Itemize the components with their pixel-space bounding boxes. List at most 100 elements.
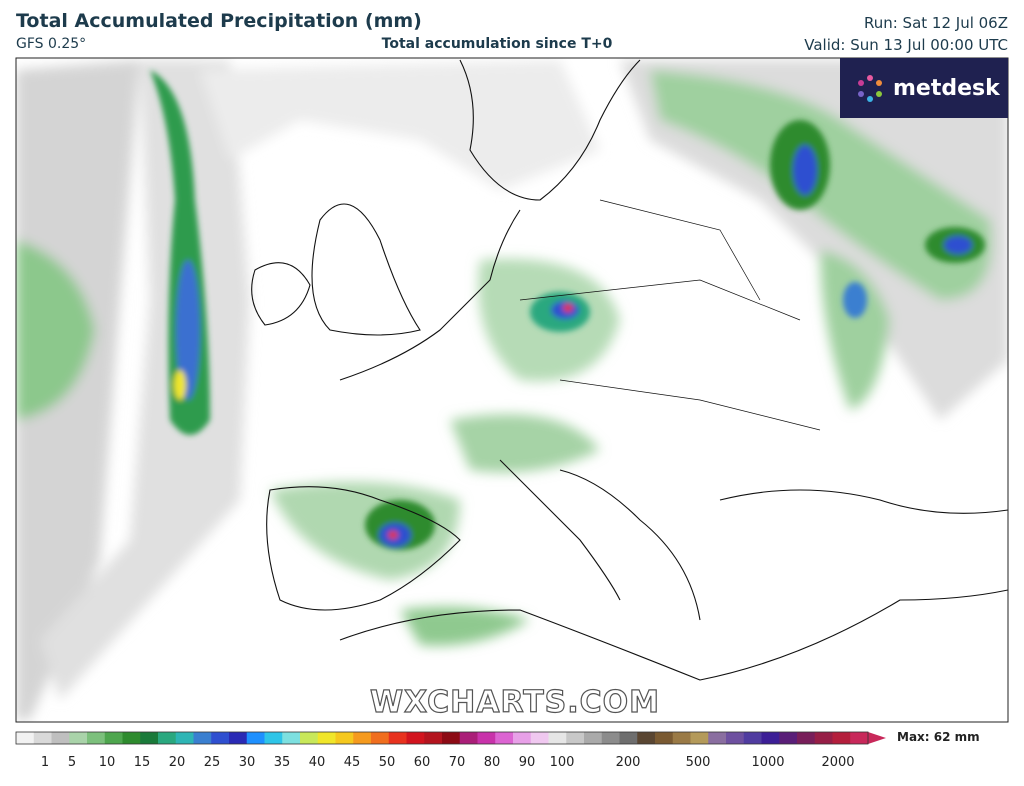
colorbar-label: 60 xyxy=(414,755,431,770)
atlantic-green xyxy=(16,240,95,420)
colorbar-segment xyxy=(708,732,727,744)
colorbar-label: 35 xyxy=(274,755,291,770)
ukraine-blue xyxy=(843,282,867,318)
colorbar-arrow xyxy=(868,732,886,744)
coastlines xyxy=(251,59,1008,681)
colorbar-segment xyxy=(69,732,88,744)
colorbar-segment xyxy=(300,732,319,744)
valid-time: Valid: Sun 13 Jul 00:00 UTC xyxy=(804,36,1008,54)
colorbar-segment xyxy=(726,732,745,744)
colorbar-outline xyxy=(15,731,869,745)
colorbar-segment xyxy=(601,732,620,744)
ukraine-green xyxy=(820,250,890,410)
light-precip xyxy=(16,60,1008,720)
colorbar-label: 90 xyxy=(519,755,536,770)
colorbar-segment xyxy=(850,732,869,744)
colorbar-label: 45 xyxy=(344,755,361,770)
colorbar-segment xyxy=(211,732,230,744)
colorbar-segment xyxy=(459,732,478,744)
colorbar-segment xyxy=(495,732,514,744)
logo-icon xyxy=(858,75,882,102)
map-frame xyxy=(15,57,1009,723)
italy-balkans xyxy=(499,459,701,621)
colorbar-segment xyxy=(335,732,354,744)
colorbar-label: 2000 xyxy=(821,755,854,770)
max-label: Max: 62 mm xyxy=(897,730,980,744)
colorbar-segment xyxy=(424,732,443,744)
north-gray xyxy=(200,60,600,190)
colorbar-segment xyxy=(779,732,798,744)
colorbar-segment xyxy=(655,732,674,744)
colorbar-segment xyxy=(637,732,656,744)
colorbar-segment xyxy=(797,732,816,744)
africa-coast xyxy=(339,589,1008,681)
colorbar-label: 20 xyxy=(169,755,186,770)
title: Total Accumulated Precipitation (mm) xyxy=(16,10,422,32)
colorbar-segment xyxy=(16,732,35,744)
colorbar-segment xyxy=(317,732,336,744)
colorbar-segment xyxy=(371,732,390,744)
logo-dot xyxy=(876,91,882,97)
colorbar-segment xyxy=(548,732,567,744)
colorbar-label: 5 xyxy=(68,755,76,770)
colorbar-segment xyxy=(761,732,780,744)
colorbar-segment xyxy=(158,732,177,744)
colorbar-label: 100 xyxy=(550,755,575,770)
atlantic-gray xyxy=(16,60,140,720)
colorbar-segment xyxy=(832,732,851,744)
front-max xyxy=(174,370,186,400)
colorbar-segment xyxy=(264,732,283,744)
logo-dot xyxy=(858,80,864,86)
colorbar-label: 15 xyxy=(134,755,151,770)
watermark: WXCHARTS.COM xyxy=(370,685,660,720)
precipitation-field: WXCHARTS.COM xyxy=(16,58,1008,722)
colorbar-segment xyxy=(193,732,212,744)
colorbar-segment xyxy=(282,732,301,744)
colorbar-label: 1000 xyxy=(751,755,784,770)
alps-green xyxy=(450,414,600,473)
colorbar-label: 30 xyxy=(239,755,256,770)
logo-text: metdesk xyxy=(893,76,1001,101)
east-gray xyxy=(620,60,1008,420)
britain xyxy=(311,203,421,336)
colorbar-segment xyxy=(690,732,709,744)
colorbar-segment xyxy=(388,732,407,744)
colorbar-segment xyxy=(175,732,194,744)
colorbar-label: 10 xyxy=(99,755,116,770)
central-max xyxy=(563,304,573,312)
colorbar-label: 70 xyxy=(449,755,466,770)
colorbar-segment xyxy=(406,732,425,744)
north-coast xyxy=(339,59,641,381)
iberia-max xyxy=(388,531,398,539)
colorbar-segment xyxy=(229,732,248,744)
colorbar-segment xyxy=(743,732,762,744)
colorbar-segment xyxy=(140,732,159,744)
logo-box xyxy=(840,58,1008,118)
colorbar-label: 500 xyxy=(686,755,711,770)
ireland xyxy=(251,262,311,326)
colorbar-label: 40 xyxy=(309,755,326,770)
colorbar-label: 200 xyxy=(616,755,641,770)
colorbar-segment xyxy=(104,732,123,744)
colorbar-segment xyxy=(353,732,372,744)
colorbar-segment xyxy=(442,732,461,744)
colorbar: 1 5 10 15 20 25 30 35 40 45 50 60 70 80 90 100 200 500 100… xyxy=(15,731,886,770)
colorbar-segment xyxy=(246,732,265,744)
run-time: Run: Sat 12 Jul 06Z xyxy=(863,14,1008,32)
iberia xyxy=(266,486,461,611)
subtitle: Total accumulation since T+0 xyxy=(381,36,613,52)
colorbar-segment xyxy=(122,732,141,744)
colorbar-segment xyxy=(530,732,549,744)
colorbar-segment xyxy=(584,732,603,744)
colorbar-label: 50 xyxy=(379,755,396,770)
borders xyxy=(519,199,821,431)
model-label: GFS 0.25° xyxy=(16,36,87,52)
colorbar-segment xyxy=(33,732,52,744)
black-sea xyxy=(719,489,1008,514)
colorbar-segment xyxy=(51,732,70,744)
colorbar-segment xyxy=(513,732,532,744)
heavy-precip xyxy=(150,70,985,550)
colorbar-segment xyxy=(672,732,691,744)
